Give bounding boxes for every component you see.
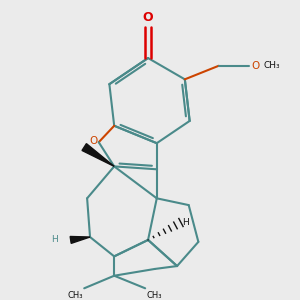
Text: O: O	[251, 61, 259, 71]
Text: CH₃: CH₃	[147, 291, 162, 300]
Text: H: H	[51, 236, 58, 244]
Text: CH₃: CH₃	[67, 291, 83, 300]
Polygon shape	[82, 144, 114, 166]
Text: O: O	[143, 11, 153, 24]
Text: CH₃: CH₃	[264, 61, 280, 70]
Text: O: O	[89, 136, 97, 146]
Text: H: H	[182, 218, 189, 227]
Polygon shape	[70, 236, 90, 243]
